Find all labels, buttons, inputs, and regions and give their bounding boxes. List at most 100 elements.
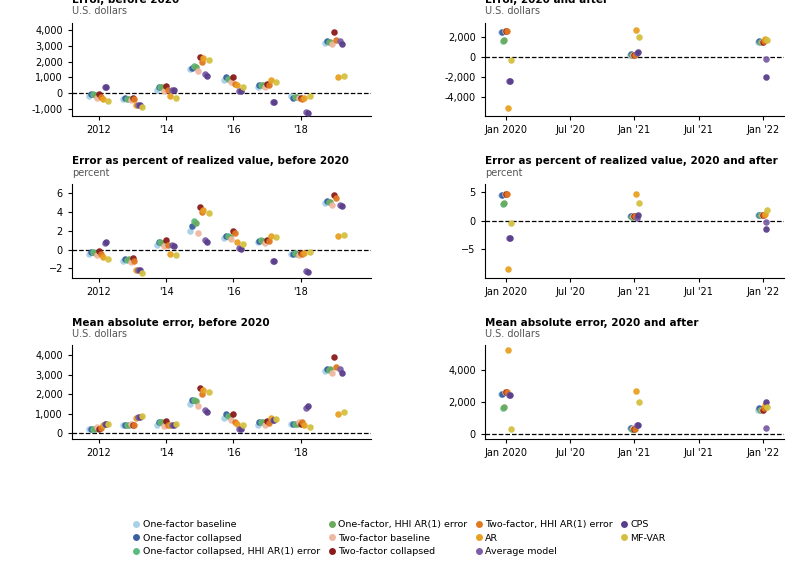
Point (102, 96, 114, 105)
Point (257, 236, 270, 245)
Point (624, 423, 637, 432)
Point (197, 54, 210, 63)
Point (633, 198, 646, 207)
Point (135, 411, 148, 420)
Point (233, 243, 246, 252)
Point (303, 248, 316, 257)
Point (500, 189, 513, 198)
Point (290, 419, 303, 428)
Point (758, 35, 771, 44)
Text: Error as percent of realized value, 2020 and after: Error as percent of realized value, 2020… (485, 157, 778, 167)
Point (261, 79, 274, 88)
Point (292, 94, 305, 103)
Point (628, 424, 641, 433)
Point (258, 83, 271, 92)
Point (162, 421, 174, 430)
Point (223, 233, 236, 242)
Point (225, 415, 238, 424)
Point (335, 202, 348, 211)
Point (334, 37, 346, 46)
Point (761, 205, 774, 214)
Point (100, 419, 113, 428)
Point (262, 418, 275, 427)
Point (227, 226, 240, 235)
Point (94, 92, 107, 101)
Point (160, 416, 173, 425)
Point (222, 411, 234, 420)
Point (194, 384, 206, 393)
Point (184, 400, 197, 409)
Point (219, 73, 232, 82)
Point (150, 85, 163, 94)
Text: percent: percent (485, 168, 522, 178)
Point (98, 420, 111, 429)
Point (294, 249, 307, 258)
Point (122, 421, 135, 430)
Point (629, 212, 642, 221)
Point (156, 82, 169, 91)
Point (135, 102, 148, 111)
Point (754, 38, 766, 47)
Point (94, 424, 107, 433)
Point (167, 85, 180, 94)
Point (502, 77, 515, 86)
Point (302, 401, 314, 410)
Point (152, 417, 165, 426)
Point (195, 390, 208, 399)
Point (195, 208, 208, 217)
Text: Error, before 2020: Error, before 2020 (72, 0, 179, 5)
Point (625, 212, 638, 221)
Point (102, 254, 114, 263)
Point (751, 405, 764, 414)
Point (296, 250, 309, 259)
Point (186, 222, 198, 231)
Point (298, 249, 310, 258)
Point (292, 251, 305, 260)
Point (498, 36, 510, 45)
Point (195, 57, 208, 66)
Text: Mean absolute error, 2020 and after: Mean absolute error, 2020 and after (485, 318, 698, 328)
Point (233, 425, 246, 434)
Point (630, 386, 642, 395)
Point (121, 95, 134, 104)
Point (627, 51, 640, 60)
Text: Error as percent of realized value, before 2020: Error as percent of realized value, befo… (72, 157, 349, 167)
Point (286, 250, 299, 259)
Point (501, 189, 514, 198)
Point (264, 413, 277, 422)
Point (188, 396, 201, 405)
Text: U.S. dollars: U.S. dollars (72, 6, 127, 16)
Point (328, 191, 341, 200)
Point (754, 38, 767, 47)
Point (626, 212, 639, 221)
Point (121, 256, 134, 265)
Point (87, 90, 100, 99)
Point (760, 72, 773, 81)
Point (300, 107, 313, 116)
Point (322, 38, 335, 47)
Point (759, 217, 772, 226)
Point (85, 425, 98, 434)
Point (320, 364, 333, 373)
Point (755, 211, 768, 220)
Point (156, 417, 169, 426)
Point (160, 81, 173, 90)
Point (166, 240, 178, 249)
Point (156, 239, 169, 248)
Point (302, 109, 314, 118)
Point (253, 236, 266, 245)
Point (755, 405, 768, 414)
Point (624, 50, 637, 59)
Point (496, 390, 509, 399)
Point (234, 87, 247, 96)
Point (251, 238, 264, 247)
Point (270, 414, 282, 423)
Point (230, 81, 243, 90)
Point (754, 405, 766, 414)
Point (191, 401, 204, 410)
Point (130, 413, 142, 422)
Point (93, 247, 106, 256)
Point (322, 365, 335, 374)
Point (751, 38, 764, 47)
Point (83, 250, 96, 259)
